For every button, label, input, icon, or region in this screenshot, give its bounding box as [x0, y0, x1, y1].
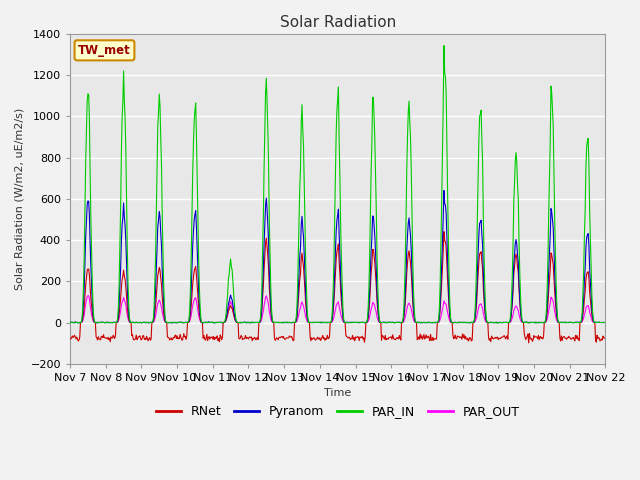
PAR_IN [76, 320, 84, 325]
PAR_OUT [132, 320, 140, 325]
RNet [601, 336, 609, 341]
Y-axis label: Solar Radiation (W/m2, uE/m2/s): Solar Radiation (W/m2, uE/m2/s) [15, 108, 25, 290]
RNet [76, 335, 84, 340]
PAR_OUT [186, 318, 193, 324]
PAR_IN [67, 320, 74, 325]
Pyranom [601, 320, 609, 325]
Line: PAR_IN: PAR_IN [70, 46, 605, 323]
Title: Solar Radiation: Solar Radiation [280, 15, 396, 30]
PAR_IN [601, 320, 609, 325]
PAR_IN [493, 320, 501, 326]
PAR_OUT [601, 320, 609, 325]
RNet [131, 336, 139, 342]
Line: RNet: RNet [70, 232, 605, 343]
Legend: RNet, Pyranom, PAR_IN, PAR_OUT: RNet, Pyranom, PAR_IN, PAR_OUT [151, 400, 525, 423]
Text: TW_met: TW_met [78, 44, 131, 57]
Pyranom [67, 320, 74, 325]
Pyranom [419, 320, 426, 326]
RNet [525, 340, 532, 346]
PAR_IN [213, 320, 221, 326]
Pyranom [186, 313, 193, 319]
PAR_IN [131, 320, 139, 325]
PAR_IN [402, 216, 410, 222]
Pyranom [440, 188, 448, 193]
PAR_IN [440, 43, 448, 48]
Line: Pyranom: Pyranom [70, 191, 605, 323]
Pyranom [131, 320, 139, 325]
RNet [67, 336, 74, 341]
Pyranom [214, 320, 222, 325]
Pyranom [403, 247, 411, 252]
Pyranom [76, 320, 84, 326]
PAR_IN [418, 319, 426, 325]
RNet [213, 333, 221, 339]
PAR_OUT [76, 320, 84, 325]
PAR_OUT [403, 306, 411, 312]
PAR_OUT [214, 320, 222, 325]
X-axis label: Time: Time [324, 388, 351, 398]
RNet [418, 333, 426, 338]
PAR_OUT [67, 320, 74, 325]
RNet [440, 229, 448, 235]
Line: PAR_OUT: PAR_OUT [70, 296, 605, 323]
RNet [402, 286, 410, 292]
PAR_OUT [84, 293, 92, 299]
PAR_OUT [419, 320, 426, 325]
RNet [185, 319, 193, 324]
PAR_IN [185, 316, 193, 322]
Pyranom [168, 320, 176, 326]
